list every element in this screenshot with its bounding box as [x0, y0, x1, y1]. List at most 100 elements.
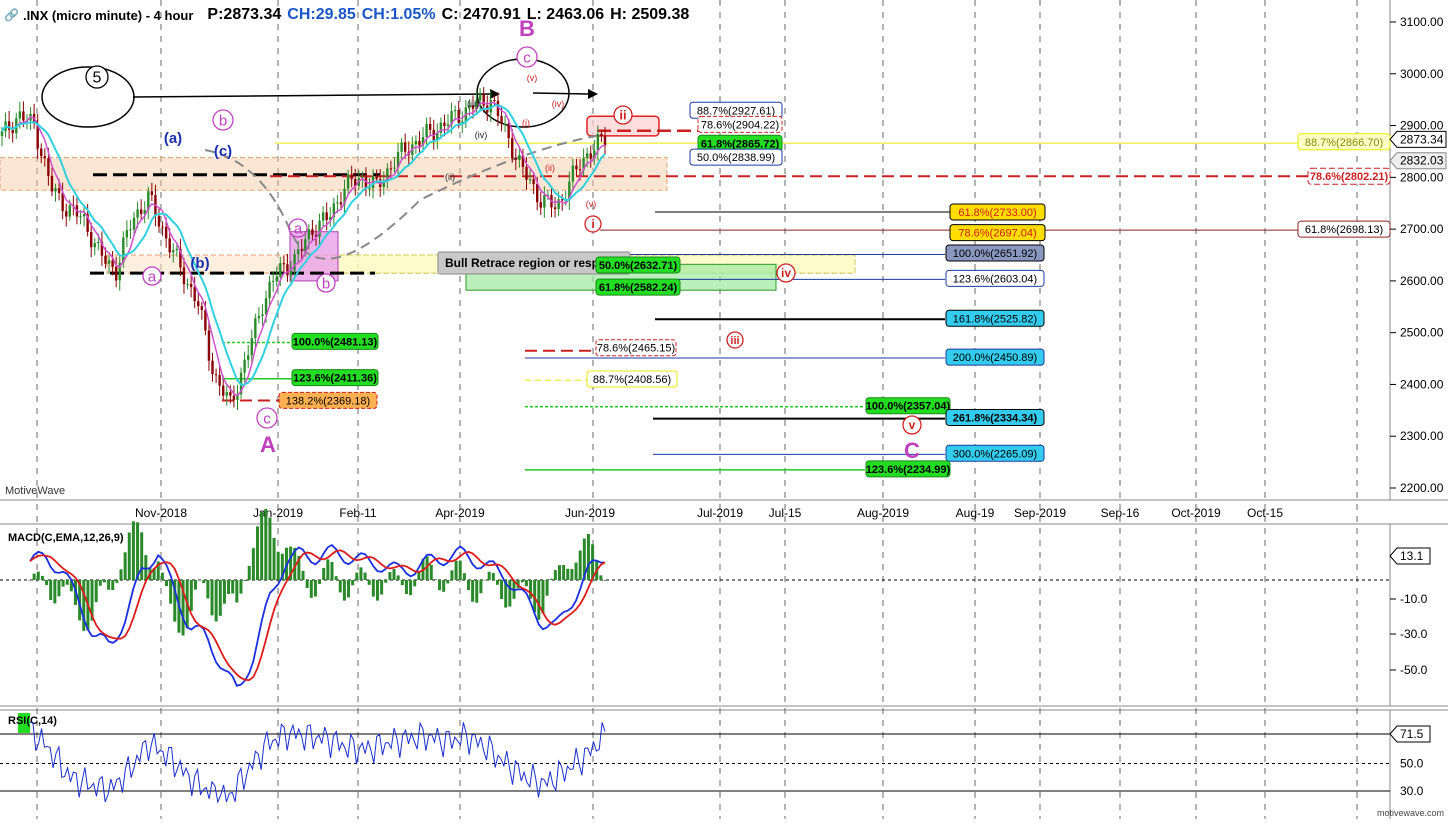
alt-price-tag-text: 2832.03: [1400, 154, 1444, 168]
macd-histogram-bar: [425, 556, 429, 580]
candle-body: [93, 243, 96, 248]
candle-body: [361, 176, 364, 179]
macd-histogram-bar: [384, 580, 388, 583]
fib-label-786-top-box: [697, 115, 783, 133]
candle-body: [296, 249, 300, 255]
link-icon[interactable]: 🔗: [4, 8, 19, 22]
fib-label-500-top-box: [689, 148, 783, 166]
price-tick-label: 2700.00: [1400, 222, 1444, 236]
macd-histogram-bar: [82, 580, 86, 631]
ellipse-wave-5: [41, 66, 135, 128]
candle-body: [161, 226, 164, 228]
candle-body: [553, 207, 557, 210]
candle-body: [571, 165, 575, 182]
candle-body: [150, 191, 154, 196]
macd-histogram-bar: [322, 567, 326, 580]
macd-histogram-bar: [557, 565, 561, 580]
macd-histogram-bar: [313, 580, 317, 597]
macd-histogram-bar: [45, 580, 49, 585]
time-tick-label: Nov-2018: [135, 506, 187, 520]
macd-histogram-bar: [450, 570, 454, 580]
main-panel: [0, 0, 1448, 525]
candle-body: [428, 124, 432, 130]
macd-histogram-bar: [193, 580, 197, 590]
rsi-tick-label: 30.0: [1400, 784, 1424, 798]
candle-body: [453, 110, 457, 112]
macd-histogram-bar: [475, 580, 479, 603]
macd-histogram-bar: [388, 571, 392, 580]
candle-body: [104, 255, 107, 264]
fib-label-887-yellow: 88.7%(2866.70): [1297, 133, 1391, 151]
candle-body: [86, 214, 89, 232]
candle-body: [0, 131, 4, 136]
price-tick-label: 2900.00: [1400, 119, 1444, 133]
fib-label-618-yellow-text: 61.8%(2733.00): [958, 207, 1036, 219]
macd-histogram-bar: [363, 572, 367, 580]
macd-histogram-bar: [102, 580, 106, 583]
macd-histogram-bar: [359, 567, 363, 580]
macd-histogram-bar: [318, 580, 322, 584]
candle-body: [386, 168, 389, 182]
fib-label-2618: 261.8%(2334.34): [945, 408, 1045, 426]
wave-b-label-circle: [212, 109, 234, 131]
candle-body: [546, 194, 550, 196]
time-tick-label: Jul-15: [769, 506, 802, 520]
candle-body: [40, 148, 43, 157]
candle-body: [461, 121, 464, 123]
candle-body: [286, 264, 289, 276]
candle-body: [514, 158, 517, 161]
candle-body: [389, 168, 393, 170]
fib-label-1000-green-text: 100.0%(2481.13): [293, 336, 378, 348]
candle-body: [100, 241, 104, 256]
macd-histogram-bar: [251, 548, 255, 580]
candle-body: [147, 191, 150, 211]
candle-body: [507, 123, 510, 139]
candle-body: [172, 250, 175, 253]
wave-v-red-label: (v): [586, 199, 597, 209]
current-price-tag: 2873.34: [1389, 130, 1447, 148]
arrow-head-icon: [588, 89, 598, 99]
fib-label-786-yellow-box: [949, 224, 1046, 242]
rsi-current-tag: [1389, 725, 1431, 743]
candle-body: [232, 395, 236, 400]
candle-body: [279, 263, 282, 277]
close-value: C: 2470.91: [441, 6, 521, 23]
wave-ii-paren-label: (ii): [445, 172, 455, 182]
macd-histogram-bar: [438, 580, 442, 591]
macd-tick-label: -10.0: [1400, 592, 1428, 606]
wave-b2-label: b: [316, 273, 336, 293]
fib-label-786-red: 78.6%(2465.15): [595, 339, 677, 357]
macd-histogram-bar: [198, 579, 202, 581]
candle-body: [264, 298, 268, 315]
macd-histogram-bar: [330, 561, 334, 580]
macd-histogram-bar: [553, 570, 557, 580]
wave-iii-label-circle: [726, 331, 744, 349]
candle-body: [36, 123, 39, 149]
fib-label-1000-green-2-text: 100.0%(2357.04): [866, 401, 951, 413]
macd-histogram-bar: [578, 550, 582, 580]
macd-tick-label: -30.0: [1400, 627, 1428, 641]
wave-c2-label-text: c: [523, 49, 531, 66]
macd-histogram-bar: [409, 580, 413, 596]
macd-histogram-bar: [599, 575, 603, 580]
macd-histogram-bar: [202, 580, 206, 584]
macd-histogram-bar: [566, 568, 570, 580]
candle-body: [575, 165, 578, 170]
candle-body: [443, 122, 446, 126]
wave-v-paren-label: (v): [527, 73, 538, 83]
price-tick-label: 3100.00: [1400, 15, 1444, 29]
fib-label-3000-text: 300.0%(2265.09): [953, 448, 1037, 460]
fib-label-500-top-text: 50.0%(2838.99): [697, 152, 775, 164]
fib-label-618-green-2-text: 61.8%(2582.24): [599, 282, 678, 294]
fib-label-1000-blue-box: [945, 244, 1045, 262]
macd-histogram-bar: [491, 573, 495, 580]
candle-body: [350, 174, 353, 180]
alt-price-tag-box: [1389, 152, 1447, 170]
candle-body: [246, 355, 250, 360]
candle-body: [61, 192, 64, 212]
candle-body: [468, 105, 471, 108]
macd-current-tag: [1389, 547, 1431, 565]
candle-body: [304, 239, 307, 251]
arrow-line: [132, 93, 491, 98]
